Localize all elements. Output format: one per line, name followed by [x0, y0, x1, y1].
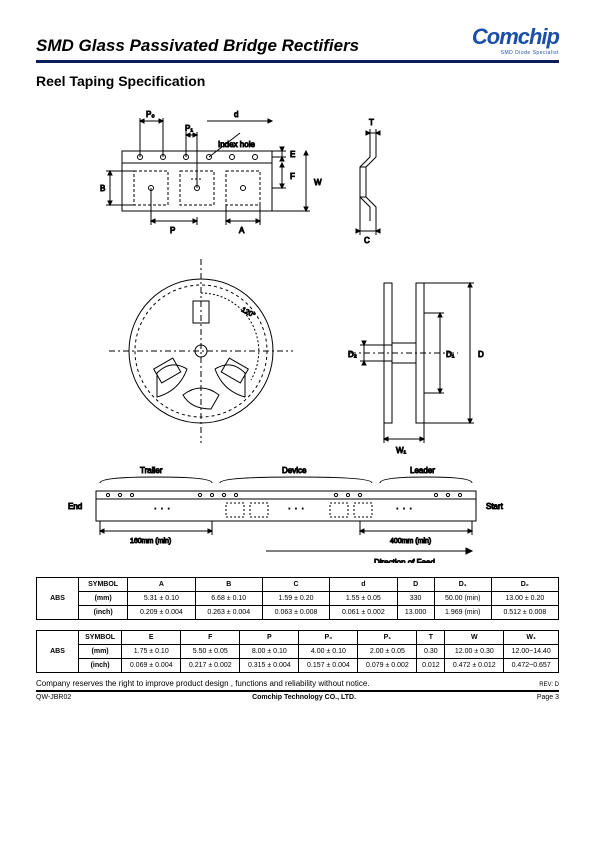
- label-leader: Leader: [410, 466, 435, 475]
- logo-sub: SMD Diode Specialist: [472, 50, 559, 56]
- table-1: ABS SYMBOL A B C d D D₁ D₂ (mm) 5.31 ± 0…: [36, 577, 559, 620]
- table-2: ABS SYMBOL E F P P₀ P₁ T W W₁ (mm) 1.75 …: [36, 630, 559, 673]
- svg-text:···: ···: [154, 504, 174, 513]
- label-device: Device: [282, 466, 307, 475]
- label-w1: W₁: [396, 446, 407, 455]
- notice-row: Company reserves the right to improve pr…: [36, 679, 559, 692]
- header: SMD Glass Passivated Bridge Rectifiers C…: [36, 24, 559, 63]
- label-index-hole: Index hole: [218, 140, 255, 149]
- label-b: B: [100, 184, 105, 193]
- tables: ABS SYMBOL A B C d D D₁ D₂ (mm) 5.31 ± 0…: [36, 577, 559, 673]
- label-p0: P₀: [146, 110, 155, 119]
- svg-text:···: ···: [396, 504, 416, 513]
- doc-id: QW-JBR02: [36, 694, 71, 701]
- label-leader-dim: 400mm (min): [390, 538, 431, 545]
- table2-rowhead: ABS: [37, 631, 79, 673]
- page-title: SMD Glass Passivated Bridge Rectifiers: [36, 36, 359, 56]
- label-d2: D₂: [348, 350, 357, 359]
- label-w: W: [314, 178, 322, 187]
- table1-rowhead: ABS: [37, 578, 79, 620]
- label-trailer-dim: 160mm (min): [130, 538, 171, 545]
- label-trailer: Trailer: [140, 466, 163, 475]
- label-angle: 120°: [240, 306, 257, 320]
- diagrams-svg: P₀ P₁ d Index hole E: [36, 103, 559, 563]
- label-p: P: [170, 226, 175, 235]
- svg-text:···: ···: [288, 504, 308, 513]
- label-e: E: [290, 150, 295, 159]
- page-no: Page 3: [537, 694, 559, 701]
- label-d: D: [478, 350, 484, 359]
- label-direction: Direction of Feed: [374, 558, 435, 563]
- subtitle: Reel Taping Specification: [36, 73, 559, 89]
- rev: REV: D: [539, 682, 559, 688]
- notice: Company reserves the right to improve pr…: [36, 679, 370, 688]
- footer: QW-JBR02 Comchip Technology CO., LTD. Pa…: [36, 694, 559, 701]
- label-t: T: [369, 118, 374, 127]
- label-d1: D₁: [446, 350, 455, 359]
- diagrams: P₀ P₁ d Index hole E: [36, 103, 559, 563]
- label-c: C: [364, 236, 370, 245]
- company: Comchip Technology CO., LTD.: [252, 694, 356, 701]
- label-f: F: [290, 172, 295, 181]
- label-a: A: [239, 226, 245, 235]
- logo-main: Comchip: [472, 24, 559, 50]
- label-end: End: [68, 502, 82, 511]
- label-start: Start: [486, 502, 504, 511]
- logo: Comchip SMD Diode Specialist: [472, 24, 559, 56]
- label-d: d: [234, 110, 238, 119]
- label-p1: P₁: [185, 124, 193, 133]
